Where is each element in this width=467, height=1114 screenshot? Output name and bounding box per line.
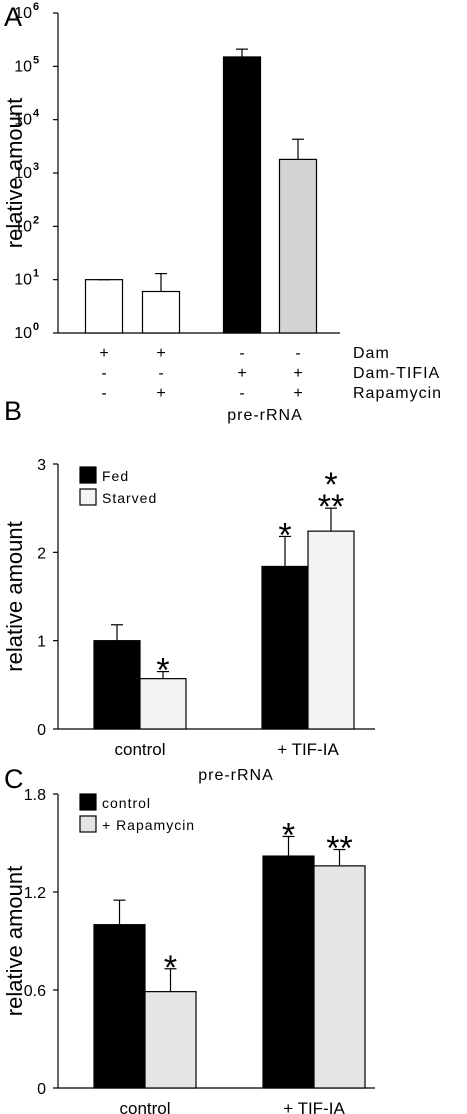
panel-a-tick-exponent: 1	[33, 268, 39, 280]
panel-c-tick-label: 0	[37, 1081, 46, 1098]
panel-a-condition-sign: -	[239, 385, 244, 402]
panel-a-bar	[84, 279, 124, 334]
panel-b-category-label: control	[114, 740, 165, 759]
panel-b-significance-marker: *	[156, 652, 169, 690]
panel-a-tick-base: 10	[14, 272, 32, 289]
panel-b-legend-label: Fed	[102, 468, 129, 484]
panel-b-bar	[261, 565, 309, 730]
panel-c-legend-swatch	[79, 793, 97, 811]
panel-a-tick-base: 10	[14, 58, 32, 75]
panel-c-title: pre-rRNA	[198, 767, 274, 784]
panel-b-legend-swatch	[79, 488, 97, 506]
panel-a-condition-sign: -	[239, 345, 244, 362]
panel-c-tick-label: 0.6	[24, 983, 46, 1000]
panel-a-y-axis-label: relative amount	[2, 98, 27, 248]
panel-a-tick-base: 10	[14, 218, 32, 235]
panel-b-significance-marker: **	[318, 488, 344, 526]
panel-b-significance-marker: *	[278, 516, 291, 554]
panel-a-tick-label: 10	[14, 58, 32, 75]
panel-a-condition-sign: +	[293, 365, 302, 382]
panel-a-tick-base: 10	[14, 112, 32, 129]
panel-c-legend-label: + Rapamycin	[102, 817, 195, 833]
panel-a-condition-sign: -	[101, 385, 106, 402]
panel-c-y-axis-label: relative amount	[2, 866, 27, 1016]
panel-c-bar	[262, 855, 315, 1089]
panel-b-bar	[307, 530, 355, 730]
panel-b-tick-label: 2	[37, 545, 46, 562]
panel-a-tick-label: 10	[14, 5, 32, 22]
panel-c-category-label: + TIF-IA	[283, 1099, 345, 1114]
panel-a-condition-label: Dam-TIFIA	[353, 365, 440, 382]
panel-c-bar	[144, 991, 197, 1089]
panel-c-bar	[313, 865, 366, 1089]
panel-c-tick-label: 1.2	[24, 885, 46, 902]
panel-b-category-label: + TIF-IA	[277, 740, 339, 759]
panel-b-legend-label: Starved	[102, 490, 157, 506]
panel-a-tick-exponent: 4	[33, 108, 40, 120]
panel-c-label: C	[4, 764, 24, 794]
panel-a-bar	[222, 56, 262, 334]
panel-a-condition-sign: +	[99, 345, 108, 362]
panel-b-tick-label: 3	[37, 457, 46, 474]
panel-a-tick-label: 10	[14, 165, 32, 182]
panel-b-title: pre-rRNA	[227, 407, 303, 424]
panel-a-tick-base: 10	[14, 165, 32, 182]
panel-b-significance-marker: *	[324, 466, 337, 504]
panel-c-legend-label: control	[102, 795, 151, 811]
panel-a-tick-base: 10	[14, 5, 32, 22]
panel-a-tick-exponent: 0	[33, 321, 39, 333]
panel-c-tick-label: 1.8	[24, 787, 46, 804]
panel-b-tick-label: 0	[37, 722, 46, 739]
panel-a-condition-label: Dam	[353, 345, 390, 362]
panel-c-significance-marker: *	[164, 949, 177, 987]
panel-a-tick-label: 10	[14, 112, 32, 129]
panel-a-condition-sign: -	[295, 345, 300, 362]
panel-a-tick-exponent: 6	[33, 1, 39, 13]
panel-a-condition-sign: +	[293, 385, 302, 402]
panel-a-condition-sign: +	[156, 385, 165, 402]
panel-a-tick-label: 10	[14, 218, 32, 235]
panel-a-label: A	[4, 2, 22, 32]
panel-a-tick-exponent: 5	[33, 54, 39, 66]
panel-a-tick-label: 10	[14, 325, 32, 342]
panel-b-bar	[139, 678, 187, 730]
panel-b-label: B	[4, 396, 22, 426]
panel-b-y-axis-label: relative amount	[2, 521, 27, 671]
panel-a-bar	[141, 290, 181, 334]
panel-a-condition-label: Rapamycin	[353, 385, 442, 402]
panel-a-bar	[278, 158, 318, 334]
panel-c-bar	[93, 924, 146, 1089]
panel-a-tick-exponent: 3	[33, 161, 39, 173]
panel-c-legend-swatch	[79, 815, 97, 833]
panel-b-bar	[93, 640, 141, 730]
panel-b-tick-label: 1	[37, 634, 46, 651]
panel-a-tick-label: 10	[14, 272, 32, 289]
panel-c-category-label: control	[119, 1099, 170, 1114]
panel-a-tick-exponent: 2	[33, 214, 39, 226]
panel-a-tick-base: 10	[14, 325, 32, 342]
panel-c-significance-marker: **	[326, 830, 352, 868]
panel-a-condition-sign: +	[237, 365, 246, 382]
panel-a-condition-sign: +	[156, 345, 165, 362]
panel-a-condition-sign: -	[158, 365, 163, 382]
panel-a-condition-sign: -	[101, 365, 106, 382]
panel-b-legend-swatch	[79, 466, 97, 484]
panel-c-significance-marker: *	[282, 816, 295, 854]
